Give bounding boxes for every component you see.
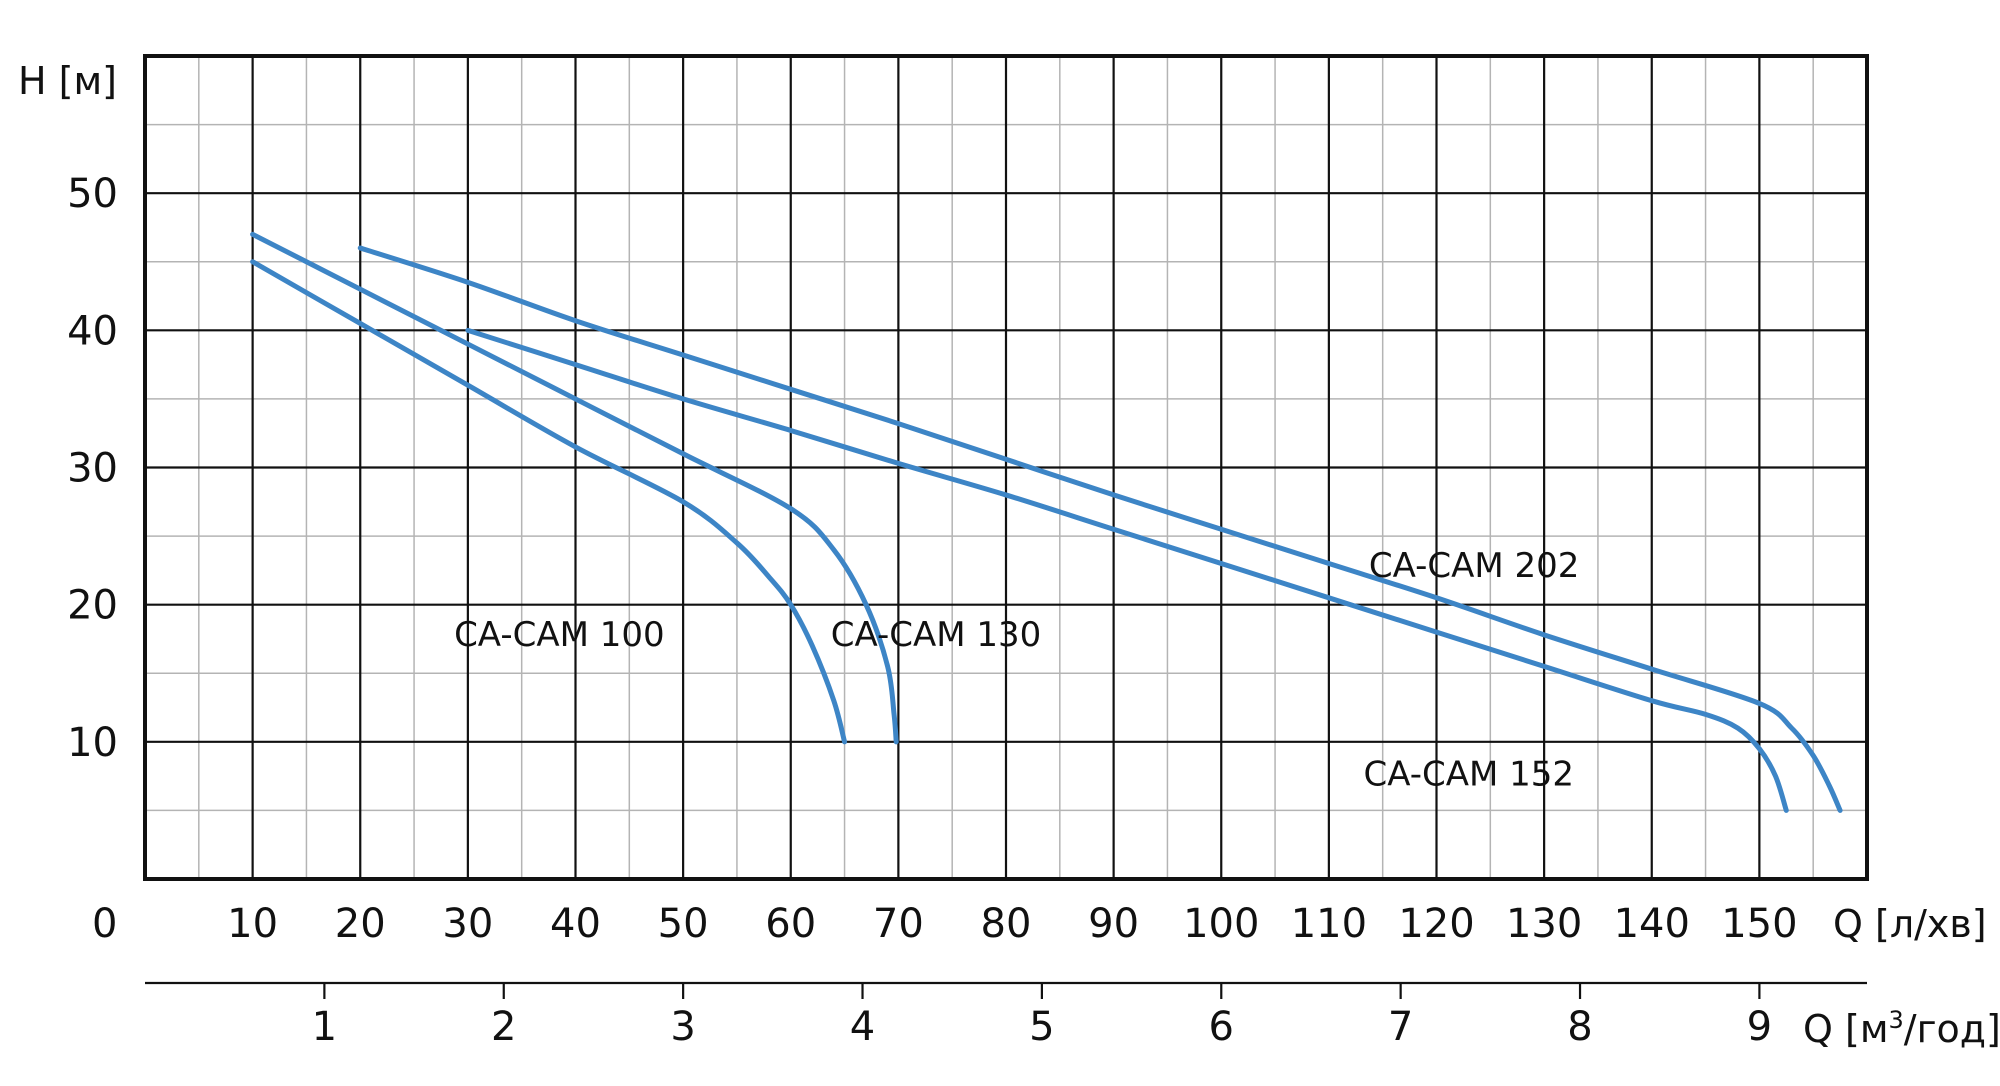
x-tick-label: 110 [1291,901,1367,947]
x-tick-label: 70 [873,901,924,947]
secondary-x-tick-label: 2 [491,1004,516,1050]
x-tick-labels: 10 20 30 40 50 60 70 80 90 100 110 120 130 140 150 [227,901,1797,947]
origin-label: 0 [92,901,117,947]
curve-ca-cam-202 [357,245,1843,813]
plot-frame [143,54,1869,881]
x-tick-label: 130 [1506,901,1582,947]
x-tick-label: 120 [1398,901,1474,947]
secondary-x-tick-label: 4 [850,1004,875,1050]
y-tick-label: 40 [67,308,118,354]
secondary-x-tick-label: 7 [1388,1004,1413,1050]
secondary-x-tick-label: 6 [1209,1004,1234,1050]
y-tick-label: 30 [67,446,118,492]
curve-ca-cam-130 [250,231,899,745]
secondary-x-tick-label: 9 [1747,1004,1772,1050]
secondary-x-tick-label: 1 [312,1004,337,1050]
x-tick-label: 80 [981,901,1032,947]
y-tick-label: 20 [67,583,118,629]
x-tick-label: 90 [1088,901,1139,947]
x-tick-label: 40 [550,901,601,947]
x-tick-label: 20 [335,901,386,947]
y-axis-title: H [м] [18,59,117,103]
x-tick-label: 140 [1614,901,1690,947]
x-tick-label: 30 [442,901,493,947]
secondary-x-tick-label: 5 [1029,1004,1054,1050]
curve-ca-cam-100 [250,259,848,745]
secondary-x-axis-title: Q [м3/год] [1803,1006,2000,1051]
secondary-x-tick-label: 3 [670,1004,695,1050]
major-grid [145,56,1867,879]
series-label-ca-cam-130: CA-CAM 130 [831,615,1042,655]
y-tick-label: 50 [67,171,118,217]
x-tick-label: 150 [1721,901,1797,947]
x-tick-label: 60 [765,901,816,947]
x-axis-title: Q [л/хв] [1833,902,1987,946]
y-tick-labels: 10 20 30 40 50 [67,171,118,766]
series-label-ca-cam-100: CA-CAM 100 [454,615,665,655]
secondary-x-axis: 1 2 3 4 5 6 7 8 9 [145,981,1867,1050]
pump-curves [250,231,1843,813]
curve-ca-cam-152 [465,327,1789,813]
x-tick-label: 50 [658,901,709,947]
series-label-ca-cam-152: CA-CAM 152 [1364,755,1575,795]
y-tick-label: 10 [67,720,118,766]
series-labels: CA-CAM 100 CA-CAM 130 CA-CAM 152 CA-CAM 202 [454,546,1579,794]
series-label-ca-cam-202: CA-CAM 202 [1369,546,1580,586]
x-tick-label: 100 [1183,901,1259,947]
secondary-x-tick-label: 8 [1567,1004,1592,1050]
x-tick-label: 10 [227,901,278,947]
